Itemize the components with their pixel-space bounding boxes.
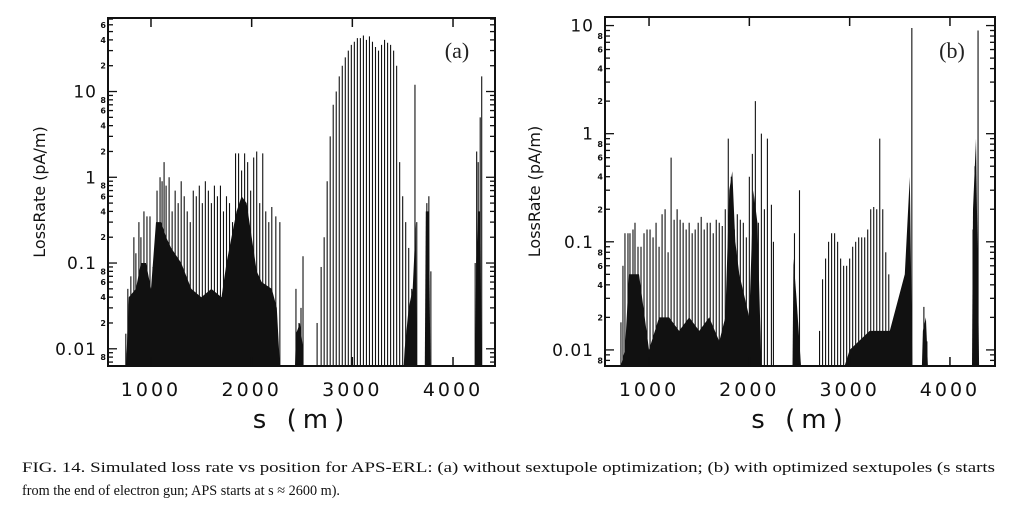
y-minor-tick-label: 6 <box>597 154 603 163</box>
y-tick-label: 1 <box>85 168 97 188</box>
y-minor-tick-label: 4 <box>100 122 106 131</box>
dense-loss-area <box>792 258 801 366</box>
dense-loss-area <box>844 176 913 366</box>
y-tick-label: 0.1 <box>67 254 97 274</box>
y-minor-tick-label: 2 <box>100 147 106 156</box>
dense-loss-area <box>125 196 280 366</box>
y-minor-tick-label: 4 <box>597 281 603 290</box>
y-minor-tick-label: 2 <box>597 205 603 214</box>
y-minor-tick-label: 8 <box>597 140 603 149</box>
x-tick-label: 4000 <box>920 379 980 401</box>
x-tick-label: 3000 <box>819 379 879 401</box>
y-minor-tick-label: 2 <box>597 97 603 106</box>
panel-label: (a) <box>445 38 469 63</box>
caption-line-2: from the end of electron gun; APS starts… <box>22 483 340 499</box>
chart-panel-a: 1000 2000 3000 400080.0124680.1246812468102… <box>30 17 496 435</box>
y-axis-label: LossRate (pA/m) <box>525 126 544 257</box>
y-minor-tick-label: 6 <box>100 21 106 30</box>
dense-loss-area <box>403 222 417 366</box>
x-tick-label: 3000 <box>322 379 382 401</box>
caption-line-1: FIG. 14. Simulated loss rate vs position… <box>22 460 995 476</box>
dense-loss-area <box>295 323 304 366</box>
y-tick-label: 1 <box>582 125 594 145</box>
y-minor-tick-label: 8 <box>597 32 603 41</box>
dense-loss-area <box>424 211 431 366</box>
y-minor-tick-label: 4 <box>100 293 106 302</box>
y-minor-tick-label: 4 <box>100 207 106 216</box>
y-minor-tick-label: 6 <box>100 192 106 201</box>
y-minor-tick-label: 2 <box>100 62 106 71</box>
chart-panel-b: 1000 2000 3000 400080.0124680.124681246810s… <box>525 16 996 435</box>
y-minor-tick-label: 8 <box>100 96 106 105</box>
y-tick-label: 0.01 <box>55 340 97 360</box>
y-tick-label: 0.01 <box>552 341 594 361</box>
y-minor-tick-label: 8 <box>597 356 603 365</box>
panel-label: (b) <box>939 38 965 63</box>
x-tick-label: 4000 <box>423 379 483 401</box>
x-axis-label: s (m) <box>253 405 350 435</box>
y-minor-tick-label: 8 <box>597 248 603 257</box>
dense-loss-area <box>921 317 928 366</box>
x-tick-label: 2000 <box>221 379 281 401</box>
y-minor-tick-label: 2 <box>597 313 603 322</box>
y-minor-tick-label: 6 <box>100 278 106 287</box>
x-tick-label: 1000 <box>121 379 181 401</box>
x-tick-label: 2000 <box>719 379 779 401</box>
x-axis-label: s (m) <box>751 405 848 435</box>
y-minor-tick-label: 4 <box>597 65 603 74</box>
y-minor-tick-label: 8 <box>100 182 106 191</box>
x-tick-label: 1000 <box>619 379 679 401</box>
plot-frame <box>604 16 996 367</box>
y-tick-label: 0.1 <box>564 233 594 253</box>
y-tick-label: 10 <box>73 83 97 103</box>
y-minor-tick-label: 6 <box>597 262 603 271</box>
plot-frame <box>107 17 496 367</box>
y-minor-tick-label: 6 <box>100 107 106 116</box>
y-minor-tick-label: 2 <box>100 233 106 242</box>
y-minor-tick-label: 8 <box>100 353 106 362</box>
y-tick-label: 10 <box>570 17 594 37</box>
dense-loss-area <box>475 211 482 366</box>
y-minor-tick-label: 4 <box>100 36 106 45</box>
y-axis-label: LossRate (pA/m) <box>30 126 49 257</box>
y-minor-tick-label: 4 <box>597 173 603 182</box>
dense-loss-area <box>972 138 980 366</box>
y-minor-tick-label: 8 <box>100 267 106 276</box>
y-minor-tick-label: 2 <box>100 319 106 328</box>
y-minor-tick-label: 6 <box>597 46 603 55</box>
dense-loss-area <box>620 171 762 366</box>
